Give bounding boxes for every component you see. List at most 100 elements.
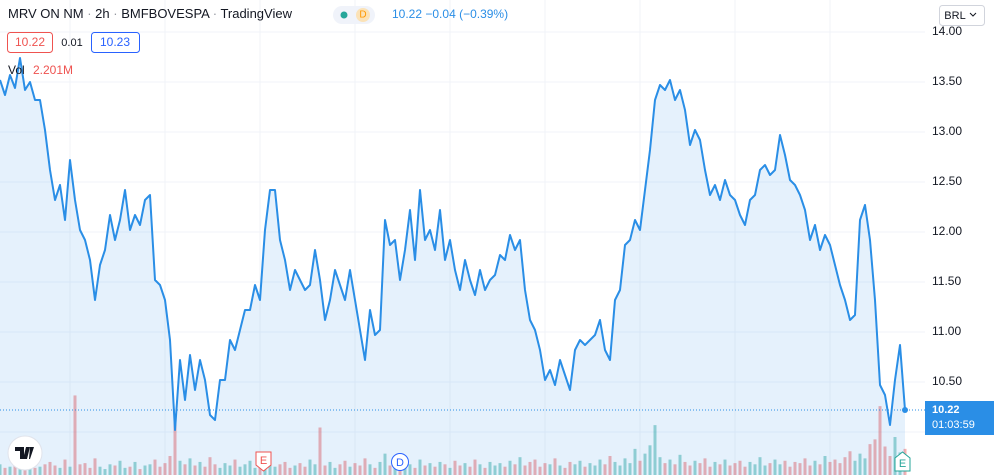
volume-bar: [18, 469, 22, 475]
volume-bar: [318, 427, 322, 475]
buy-box[interactable]: [91, 32, 140, 53]
dropdown-arrow: [969, 12, 977, 17]
volume-bar: [868, 444, 872, 475]
y-tick-label: 12.00: [932, 224, 962, 238]
badge-bg: [356, 8, 370, 22]
volume-bar: [543, 463, 547, 475]
volume-bar: [833, 459, 837, 475]
volume-bar: [713, 461, 717, 475]
volume-bar: [118, 460, 122, 475]
volume-bar: [683, 461, 687, 475]
volume-bar: [38, 466, 42, 475]
volume-bar: [183, 464, 187, 475]
y-tick-label: 13.00: [932, 124, 962, 138]
currency-button[interactable]: [939, 5, 985, 26]
volume-bar: [313, 464, 317, 475]
sell-box[interactable]: [7, 32, 53, 53]
volume-bar: [773, 459, 777, 475]
volume-bar: [733, 463, 737, 475]
volume-bar: [483, 467, 487, 475]
volume-bar: [88, 467, 92, 475]
volume-bar: [623, 458, 627, 475]
status-dot: [340, 11, 348, 19]
volume-bar: [583, 466, 587, 475]
volume-bar: [478, 464, 482, 475]
volume-bar: [198, 461, 202, 475]
logo-mark: [15, 447, 34, 459]
volume-bar: [158, 466, 162, 475]
bid: 10.22: [15, 35, 45, 49]
volume-bar: [568, 461, 572, 475]
volume-bar: [243, 464, 247, 475]
volume-bar: [548, 464, 552, 475]
volume-bar: [808, 465, 812, 475]
event-label: E: [260, 455, 267, 467]
volume-bar: [818, 464, 822, 475]
volume-bar: [853, 460, 857, 475]
volume-bar: [688, 465, 692, 475]
volume-bar: [788, 466, 792, 475]
volume-bar: [848, 451, 852, 475]
volume-bar: [223, 463, 227, 475]
event-marker[interactable]: [894, 451, 911, 472]
volume-bar: [823, 456, 827, 475]
volume-bar: [148, 464, 152, 475]
volume-bar: [333, 467, 337, 475]
volume-bar: [603, 464, 607, 475]
volume-bar: [328, 461, 332, 475]
volume-bar: [383, 453, 387, 475]
volume-bar: [558, 465, 562, 475]
volume-bar: [743, 466, 747, 475]
volume-bar: [98, 466, 102, 475]
volume-bar: [863, 458, 867, 475]
header-price: 10.22 −0.04 (−0.39%): [392, 7, 508, 21]
volume-bar: [438, 461, 442, 475]
volume-bar: [433, 466, 437, 475]
volume-bar: [418, 459, 422, 475]
volume-bar: [538, 466, 542, 475]
volume-bar: [233, 459, 237, 475]
volume-bar: [343, 460, 347, 475]
volume-bar: [563, 467, 567, 475]
spread: 0.01: [61, 37, 82, 49]
volume-bar: [618, 465, 622, 475]
event-marker[interactable]: [391, 453, 409, 471]
event-marker[interactable]: [255, 451, 272, 472]
volume-bar: [608, 456, 612, 475]
volume-bar: [73, 395, 77, 475]
volume-bar: [843, 457, 847, 475]
volume-bar: [463, 463, 467, 475]
volume-bar: [643, 453, 647, 475]
volume-bar: [163, 463, 167, 475]
volume-bar: [173, 415, 177, 475]
volume-bar: [593, 465, 597, 475]
event-label: E: [899, 458, 906, 470]
volume-bar: [388, 465, 392, 475]
volume-bar: [268, 463, 272, 475]
volume-bar: [518, 457, 522, 475]
volume-bar: [828, 461, 832, 475]
volume-bar: [493, 465, 497, 475]
volume-bar: [103, 469, 107, 475]
volume-bar: [113, 465, 117, 475]
volume-bar: [218, 467, 222, 475]
volume-bar: [753, 464, 757, 475]
volume-bar: [248, 460, 252, 475]
volume-bar: [293, 465, 297, 475]
volume-bar: [758, 457, 762, 475]
volume-bar: [288, 467, 292, 475]
price-label: 10.22: [932, 404, 960, 416]
volume-bar: [748, 461, 752, 475]
symbol: MRV ON NM: [8, 6, 84, 21]
volume-bar: [678, 454, 682, 475]
volume-bar: [253, 467, 257, 475]
volume-bar: [188, 458, 192, 475]
source: TradingView: [220, 6, 292, 21]
volume-bar: [468, 466, 472, 475]
volume-bar: [813, 460, 817, 475]
volume-bar: [673, 464, 677, 475]
volume-bar: [68, 466, 72, 475]
volume-bar: [213, 464, 217, 475]
volume-bar: [598, 459, 602, 475]
volume-bar: [768, 463, 772, 475]
